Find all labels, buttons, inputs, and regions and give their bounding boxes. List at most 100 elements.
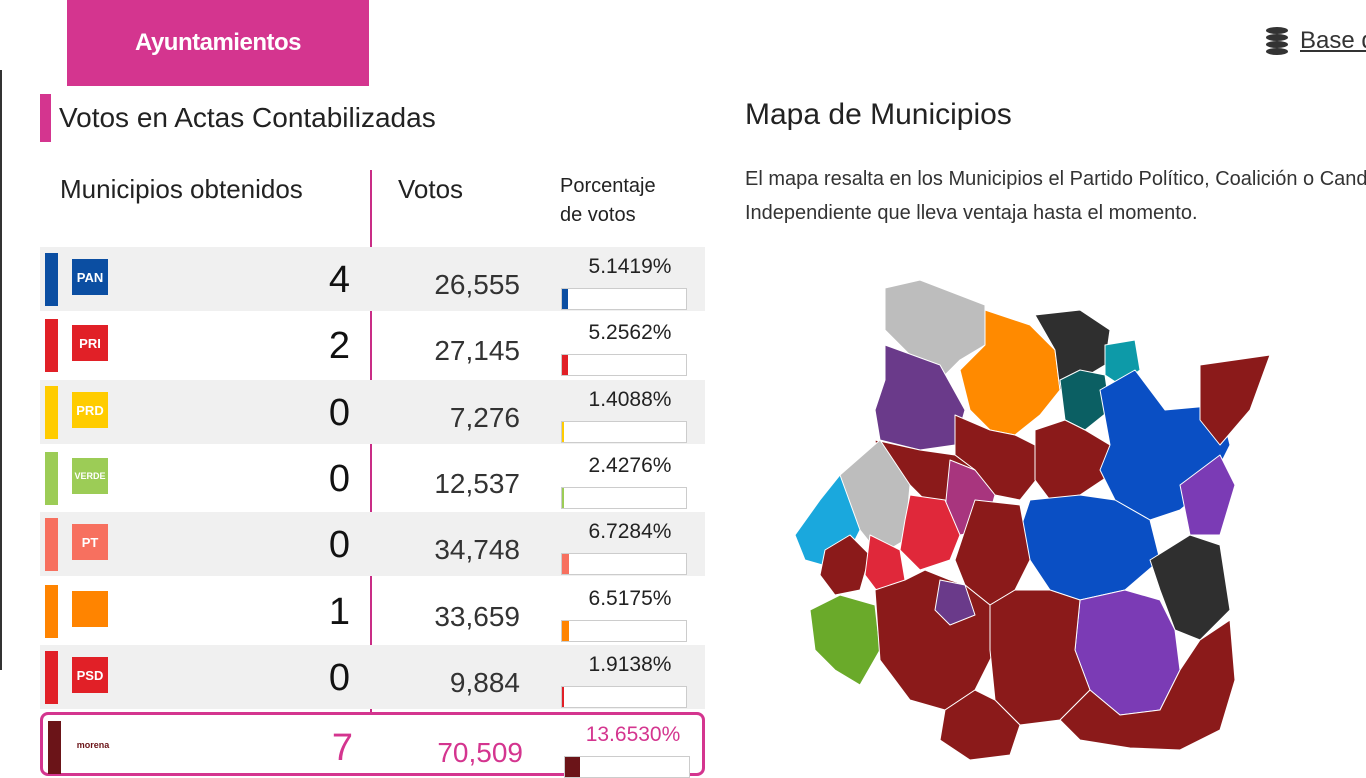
porcentaje-value: 2.4276%	[588, 454, 672, 477]
party-logo-text: PT	[81, 534, 99, 550]
table-row[interactable]: VERDE 0 12,537 2.4276%	[40, 446, 705, 510]
municipios-count: 7	[331, 727, 353, 769]
party-color-stripe	[45, 319, 58, 372]
left-edge-bar	[0, 70, 2, 670]
title-accent	[40, 94, 51, 142]
porcentaje-bar	[561, 620, 687, 642]
table-row[interactable]: PT 0 34,748 6.7284%	[40, 512, 705, 576]
table-row[interactable]: 1 33,659 6.5175%	[40, 579, 705, 643]
porcentaje-bar	[561, 421, 687, 443]
party-logo-text: morena	[76, 740, 110, 750]
porcentaje-bar	[564, 756, 690, 778]
municipio-region[interactable]	[1149, 534, 1231, 641]
municipios-count: 1	[328, 591, 350, 633]
porcentaje-bar-fill	[562, 355, 569, 375]
municipios-count: 0	[328, 458, 350, 500]
porcentaje-value: 1.4088%	[588, 388, 672, 411]
municipio-region[interactable]	[939, 689, 1021, 761]
porcentaje-bar	[561, 553, 687, 575]
porcentaje-value: 5.1419%	[588, 255, 672, 278]
municipio-region[interactable]	[1199, 354, 1271, 446]
porcentaje-bar-fill	[562, 422, 565, 442]
porcentaje-value: 1.9138%	[588, 653, 672, 676]
party-color-stripe	[45, 386, 58, 439]
col-municipios: Municipios obtenidos	[60, 174, 303, 204]
party-color-stripe	[45, 452, 58, 505]
municipio-region[interactable]	[809, 594, 881, 686]
municipio-region[interactable]	[1179, 454, 1236, 536]
porcentaje-value: 5.2562%	[588, 321, 672, 344]
party-logo-icon: PAN	[72, 259, 108, 295]
votos-value: 34,748	[434, 534, 520, 565]
votos-value: 26,555	[434, 269, 520, 300]
col-porcentaje: Porcentaje de votos	[560, 172, 656, 230]
porcentaje-value: 6.7284%	[588, 520, 672, 543]
map-description-line2: Independiente que lleva ventaja hasta el…	[745, 202, 1198, 224]
votos-value: 12,537	[434, 468, 520, 499]
map-title: Mapa de Municipios	[745, 98, 1012, 131]
column-divider	[370, 170, 372, 768]
porcentaje-value: 6.5175%	[588, 587, 672, 610]
party-logo-icon: PSD	[72, 657, 108, 693]
left-edge	[0, 0, 20, 768]
party-logo-icon: PRI	[72, 325, 108, 361]
party-logo-text: PAN	[76, 269, 104, 285]
municipios-count: 0	[328, 657, 350, 699]
party-logo-icon: VERDE	[72, 458, 108, 494]
base-link-label[interactable]: Base d	[1300, 27, 1366, 54]
votos-value: 9,884	[449, 667, 520, 698]
municipio-region[interactable]	[934, 579, 976, 626]
porcentaje-bar-fill	[562, 621, 570, 641]
tab-ayuntamientos[interactable]: Ayuntamientos	[67, 0, 369, 86]
votos-value: 7,276	[449, 402, 520, 433]
municipios-count: 0	[328, 392, 350, 434]
table-row[interactable]: PRI 2 27,145 5.2562%	[40, 313, 705, 377]
porcentaje-value: 13.6530%	[585, 723, 681, 746]
municipio-region[interactable]	[1034, 419, 1111, 501]
party-logo-icon	[72, 591, 108, 627]
party-color-stripe	[45, 518, 58, 571]
porcentaje-bar-fill	[565, 757, 580, 777]
municipio-region[interactable]	[1059, 619, 1236, 751]
party-color-stripe	[45, 651, 58, 704]
base-de-datos-link[interactable]: Base d	[1266, 24, 1366, 58]
party-logo-icon: morena	[75, 727, 111, 763]
party-logo-text: PRD	[76, 402, 104, 418]
party-logo-text: PSD	[76, 667, 104, 683]
party-color-stripe	[45, 585, 58, 638]
porcentaje-bar	[561, 487, 687, 509]
municipios-count: 4	[328, 259, 350, 301]
votos-value: 27,145	[434, 335, 520, 366]
party-logo-icon: PRD	[72, 392, 108, 428]
col-votos: Votos	[398, 174, 464, 204]
municipios-count: 2	[328, 325, 350, 367]
results-title-text: Votos en Actas Contabilizadas	[59, 102, 436, 133]
table-row[interactable]: PSD 0 9,884 1.9138%	[40, 645, 705, 709]
map-description: El mapa resalta en los Municipios el Par…	[745, 162, 1366, 230]
porcentaje-bar	[561, 288, 687, 310]
porcentaje-bar-fill	[562, 687, 565, 707]
party-logo-text: PRI	[79, 335, 101, 351]
col-porcentaje-line1: Porcentaje	[560, 175, 656, 197]
municipio-region[interactable]	[899, 494, 961, 571]
party-color-stripe	[48, 721, 61, 774]
party-color-stripe	[45, 253, 58, 306]
table-row[interactable]: morena 7 70,509 13.6530%	[40, 712, 705, 778]
porcentaje-bar-fill	[562, 289, 569, 309]
col-porcentaje-line2: de votos	[560, 204, 636, 226]
porcentaje-bar-fill	[562, 488, 565, 508]
municipios-map[interactable]	[780, 270, 1280, 768]
porcentaje-bar	[561, 686, 687, 708]
votos-value: 33,659	[434, 601, 520, 632]
porcentaje-bar	[561, 354, 687, 376]
municipio-region[interactable]	[819, 534, 871, 596]
party-logo-text: VERDE	[74, 471, 106, 481]
table-row[interactable]: PRD 0 7,276 1.4088%	[40, 380, 705, 444]
database-icon	[1266, 27, 1288, 55]
table-row[interactable]: PAN 4 26,555 5.1419%	[40, 247, 705, 311]
map-description-line1: El mapa resalta en los Municipios el Par…	[745, 168, 1366, 190]
results-title: Votos en Actas Contabilizadas	[40, 94, 436, 142]
votos-value: 70,509	[437, 737, 523, 768]
municipios-count: 0	[328, 524, 350, 566]
party-logo-icon: PT	[72, 524, 108, 560]
